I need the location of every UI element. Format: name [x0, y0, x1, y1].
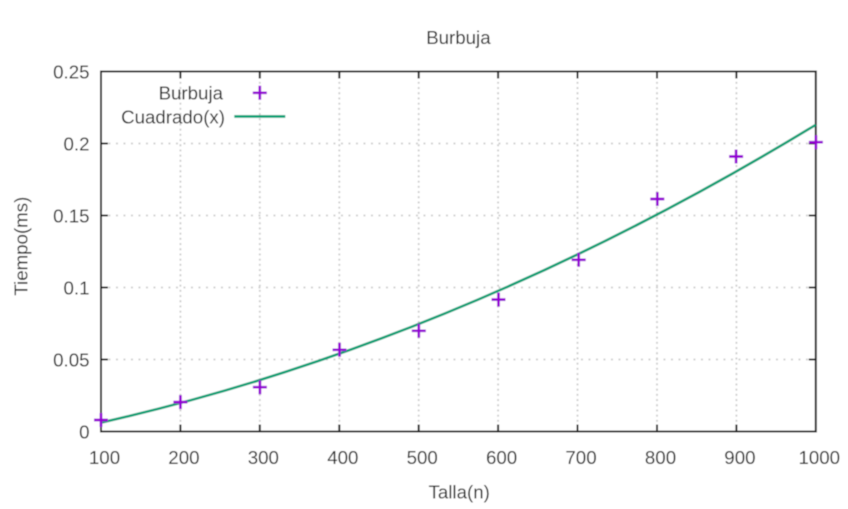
svg-text:700: 700 [565, 447, 596, 468]
svg-text:Talla(n): Talla(n) [429, 482, 490, 503]
svg-text:1000: 1000 [799, 447, 841, 468]
svg-text:Cuadrado(x): Cuadrado(x) [121, 107, 225, 128]
svg-text:200: 200 [168, 447, 199, 468]
svg-text:100: 100 [89, 447, 120, 468]
svg-text:Tiempo(ms): Tiempo(ms) [11, 197, 32, 296]
svg-text:900: 900 [724, 447, 755, 468]
svg-text:600: 600 [486, 447, 517, 468]
svg-text:Burbuja: Burbuja [426, 27, 491, 48]
svg-text:Burbuja: Burbuja [159, 83, 224, 104]
svg-text:500: 500 [407, 447, 438, 468]
svg-text:0.2: 0.2 [64, 133, 90, 154]
svg-text:0.15: 0.15 [53, 205, 89, 226]
svg-text:400: 400 [327, 447, 358, 468]
svg-text:0.05: 0.05 [53, 349, 89, 370]
svg-text:0: 0 [79, 421, 89, 442]
svg-text:300: 300 [248, 447, 279, 468]
svg-text:800: 800 [645, 447, 676, 468]
svg-text:0.25: 0.25 [53, 61, 89, 82]
svg-text:0.1: 0.1 [64, 277, 90, 298]
